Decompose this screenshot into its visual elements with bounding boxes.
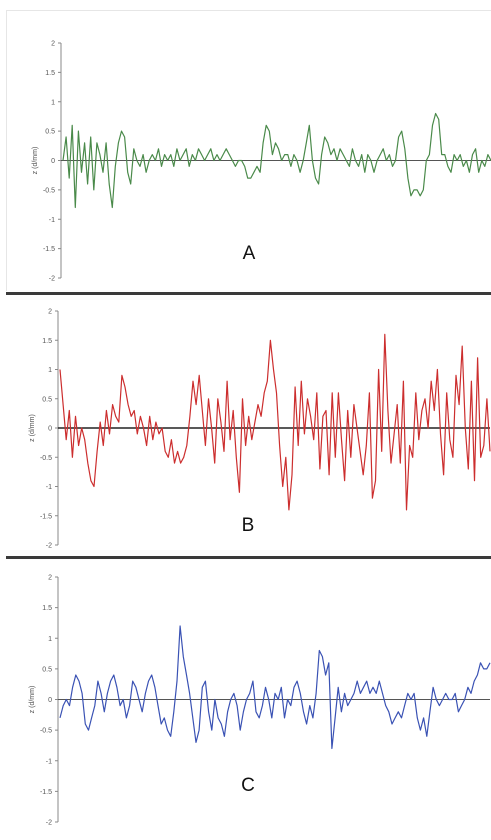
y-tick-label: 1.5 (42, 605, 52, 612)
panel-label-a: A (243, 243, 256, 264)
chart-b-svg: 2 1.5 1 0.5 0 -0.5 -1 -1.5 -2 z (d/mm) B (29, 309, 491, 550)
y-tick-label: 0.5 (45, 129, 55, 136)
y-tick-label: -1.5 (40, 513, 52, 520)
y-tick-label: -2 (46, 820, 52, 827)
y-tick-label: -0.5 (40, 728, 52, 735)
chart-panel-b: 2 1.5 1 0.5 0 -0.5 -1 -1.5 -2 z (d/mm) B (6, 292, 491, 557)
y-tick-label: 2 (48, 575, 52, 582)
y-tick-label: 0 (48, 697, 52, 704)
chart-panel-c: 2 1.5 1 0.5 0 -0.5 -1 -1.5 -2 z (d/mm) C (6, 556, 491, 840)
series-line-c (59, 625, 491, 750)
panel-label-b: B (242, 515, 255, 536)
series-line-a (62, 112, 491, 209)
y-tick-label: 2 (51, 41, 55, 48)
y-tick-label: 0 (48, 426, 52, 433)
chart-c-svg: 2 1.5 1 0.5 0 -0.5 -1 -1.5 -2 z (d/mm) C (29, 575, 491, 827)
y-tick-label: 1 (51, 99, 55, 106)
y-tick-label: -1 (46, 758, 52, 765)
y-tick-label: 1 (48, 367, 52, 374)
y-tick-label: 0.5 (42, 666, 52, 673)
y-tick-label: -2 (46, 543, 52, 550)
chart-panel-a: 2 1.5 1 0.5 0 -0.5 -1 -1.5 -2 z (d/mm) A (6, 10, 491, 291)
series-line-b (59, 333, 491, 511)
y-axis-label: z (d/mm) (32, 147, 39, 175)
y-tick-label: 0 (51, 158, 55, 165)
y-tick-label: -1 (46, 484, 52, 491)
y-tick-label: -0.5 (43, 187, 55, 194)
y-tick-label: -1 (49, 217, 55, 224)
y-axis-label: z (d/mm) (29, 686, 36, 714)
y-tick-label: 1.5 (45, 70, 55, 77)
y-tick-label: 1.5 (42, 338, 52, 345)
y-axis-label: z (d/mm) (29, 414, 36, 442)
chart-a-svg: 2 1.5 1 0.5 0 -0.5 -1 -1.5 -2 z (d/mm) A (32, 41, 491, 283)
y-tick-label: 0.5 (42, 396, 52, 403)
y-tick-label: -2 (49, 276, 55, 283)
y-tick-label: -1.5 (40, 789, 52, 796)
y-tick-label: 2 (48, 309, 52, 316)
y-tick-label: -1.5 (43, 246, 55, 253)
y-tick-label: -0.5 (40, 455, 52, 462)
y-tick-label: 1 (48, 636, 52, 643)
panel-label-c: C (241, 775, 255, 796)
